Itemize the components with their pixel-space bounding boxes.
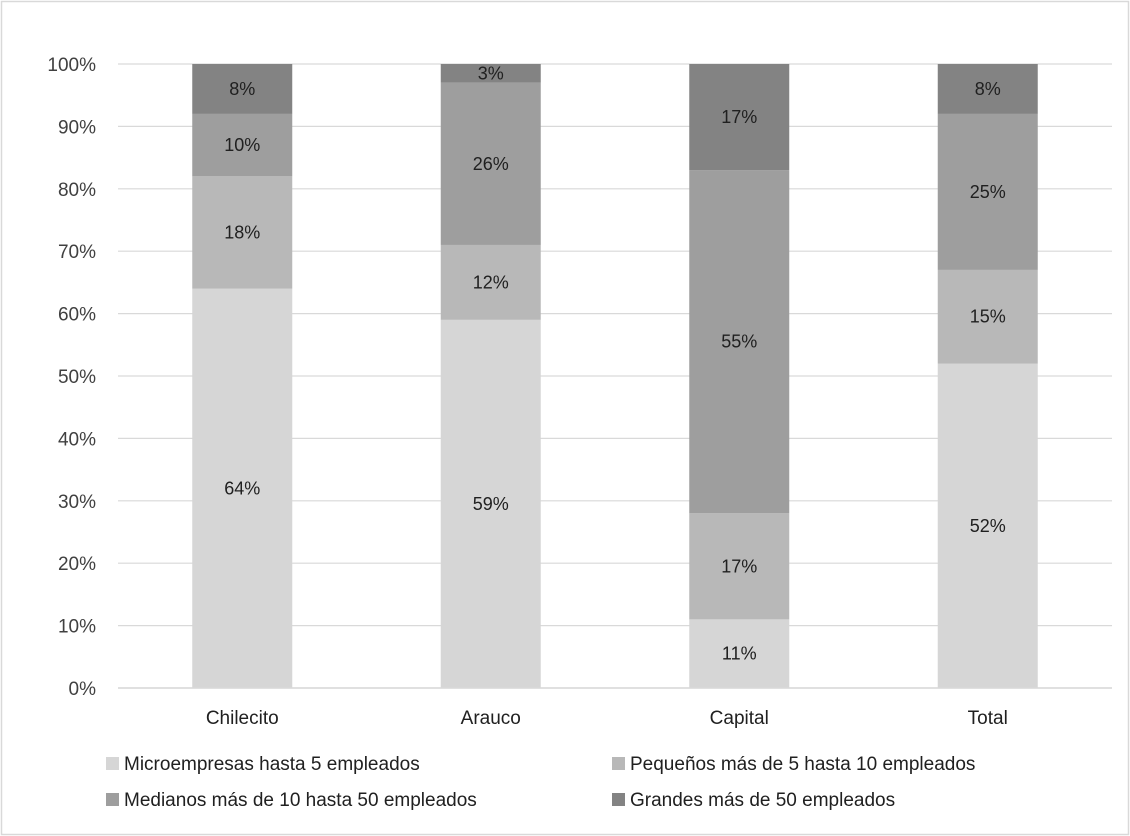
data-label: 11% bbox=[722, 644, 757, 664]
y-tick-label: 100% bbox=[47, 55, 96, 76]
data-label: 59% bbox=[473, 494, 509, 514]
bar-segment bbox=[440, 64, 541, 83]
y-tick-label: 0% bbox=[69, 679, 97, 700]
data-labels: 64% 18% 10% 8% 59% 12% 26% 3% 11% 17% 55% 17% 52% 15%… bbox=[224, 63, 1006, 663]
y-tick-label: 40% bbox=[58, 429, 96, 450]
y-tick-label: 30% bbox=[58, 492, 96, 513]
bars bbox=[192, 64, 1038, 688]
legend-swatch bbox=[106, 757, 119, 770]
bar-segment bbox=[937, 363, 1038, 688]
bar-segment bbox=[440, 82, 541, 245]
legend-label: Grandes más de 50 empleados bbox=[630, 790, 895, 811]
y-tick-label: 20% bbox=[58, 554, 96, 575]
y-tick-label: 80% bbox=[58, 180, 96, 201]
data-label: 10% bbox=[224, 135, 260, 155]
y-tick-label: 60% bbox=[58, 305, 96, 326]
bar-segment bbox=[440, 319, 541, 688]
category-label: Arauco bbox=[461, 708, 521, 729]
bar-segment bbox=[937, 64, 1038, 114]
legend-label: Medianos más de 10 hasta 50 empleados bbox=[124, 790, 477, 811]
data-label: 64% bbox=[224, 478, 260, 498]
legend-swatch bbox=[612, 793, 625, 806]
legend-label: Pequeños más de 5 hasta 10 empleados bbox=[630, 754, 975, 775]
data-label: 3% bbox=[478, 63, 504, 83]
axes: 0% 10% 20% 30% 40% 50% 60% 70% 80% 90% 100% Chileci… bbox=[47, 55, 1112, 729]
y-tick-label: 50% bbox=[58, 367, 96, 388]
bar-segment bbox=[689, 619, 790, 688]
category-label: Chilecito bbox=[206, 708, 279, 729]
data-label: 8% bbox=[975, 79, 1001, 99]
legend: Microempresas hasta 5 empleados Pequeños … bbox=[106, 754, 975, 811]
legend-swatch bbox=[612, 757, 625, 770]
bar-segment bbox=[937, 269, 1038, 364]
category-label: Capital bbox=[710, 708, 769, 729]
y-tick-label: 90% bbox=[58, 117, 96, 138]
data-label: 52% bbox=[970, 516, 1006, 536]
data-label: 15% bbox=[970, 307, 1006, 327]
data-label: 18% bbox=[224, 222, 260, 242]
data-label: 17% bbox=[721, 556, 757, 576]
bar-segment bbox=[440, 244, 541, 320]
data-label: 8% bbox=[229, 79, 255, 99]
bar-segment bbox=[937, 113, 1038, 270]
data-label: 12% bbox=[473, 272, 509, 292]
bar-segment bbox=[689, 170, 790, 514]
y-tick-label: 70% bbox=[58, 242, 96, 263]
category-label: Total bbox=[968, 708, 1008, 729]
legend-label: Microempresas hasta 5 empleados bbox=[124, 754, 420, 775]
bar-segment bbox=[192, 176, 293, 289]
data-label: 17% bbox=[721, 107, 757, 127]
legend-swatch bbox=[106, 793, 119, 806]
data-label: 55% bbox=[721, 332, 757, 352]
bar-segment bbox=[192, 288, 293, 688]
bar-segment bbox=[192, 113, 293, 177]
y-tick-label: 10% bbox=[58, 617, 96, 638]
bar-segment bbox=[689, 64, 790, 171]
bar-segment bbox=[192, 64, 293, 114]
data-label: 26% bbox=[473, 154, 509, 174]
bar-segment bbox=[689, 513, 790, 620]
data-label: 25% bbox=[970, 182, 1006, 202]
